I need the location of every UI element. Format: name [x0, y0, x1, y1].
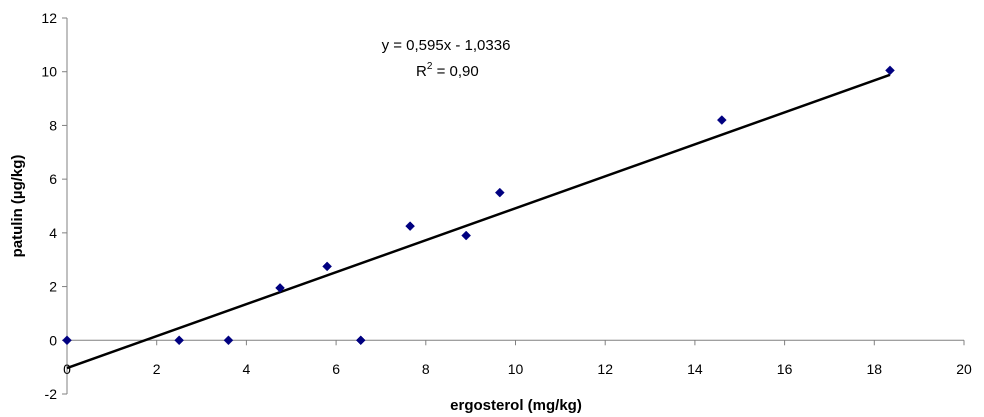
y-tick-label: 2	[49, 279, 57, 295]
x-tick-label: 6	[332, 361, 340, 377]
trendline	[66, 73, 891, 370]
x-tick-label: 0	[63, 361, 71, 377]
data-point	[716, 115, 727, 125]
data-point	[885, 65, 895, 76]
data-point	[62, 335, 72, 346]
data-point	[461, 230, 472, 241]
trendline-group	[66, 73, 891, 370]
data-point	[405, 221, 415, 231]
data-point	[494, 187, 505, 198]
y-tick-label: 8	[49, 117, 57, 133]
data-point	[223, 335, 234, 346]
x-tick-label: 10	[508, 361, 524, 377]
x-tick-label: 8	[422, 361, 430, 377]
x-tick-label: 18	[867, 361, 883, 377]
y-tick-label: 6	[49, 171, 57, 187]
y-tick-label: 4	[49, 225, 57, 241]
r-squared-label: R2 = 0,90	[416, 61, 479, 80]
r-squared-exponent: 2	[427, 61, 433, 72]
y-tick-label: -2	[45, 386, 58, 402]
axes	[62, 17, 965, 395]
tick-labels: -2 0 2 4 6 8 10 12 0 2 4 6 8 10 12 14 16 18 20	[41, 10, 972, 402]
data-point	[355, 335, 366, 346]
data-point	[174, 335, 184, 346]
x-axis-title: ergosterol (mg/kg)	[450, 397, 582, 414]
x-tick-label: 14	[687, 361, 703, 377]
data-point	[275, 283, 285, 293]
x-tick-label: 12	[597, 361, 613, 377]
r-squared-prefix: R	[416, 63, 427, 80]
y-tick-label: 12	[41, 10, 57, 26]
x-tick-label: 2	[153, 361, 161, 377]
data-point	[322, 261, 332, 272]
x-tick-label: 16	[777, 361, 793, 377]
x-tick-label: 20	[956, 361, 972, 377]
x-tick-label: 4	[243, 361, 251, 377]
y-tick-label: 10	[41, 64, 57, 80]
y-axis-title: patulin (µg/kg)	[9, 155, 26, 258]
r-squared-value: = 0,90	[432, 63, 478, 80]
data-points	[62, 65, 895, 346]
y-tick-label: 0	[49, 332, 57, 348]
trendline-equation: y = 0,595x - 1,0336	[382, 37, 511, 54]
